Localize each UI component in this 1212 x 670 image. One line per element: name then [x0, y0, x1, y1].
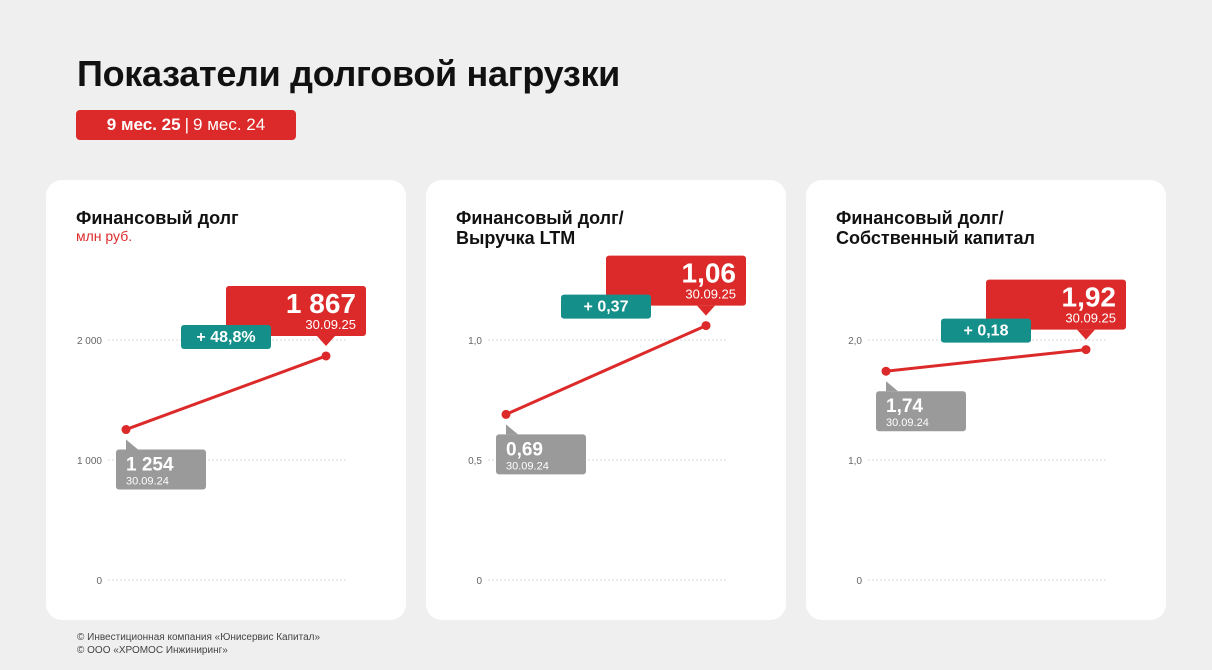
card-title-line: Финансовый долг [76, 208, 239, 228]
previous-date-label: 30.09.24 [886, 417, 929, 429]
period-separator: | [184, 115, 190, 134]
change-label: + 48,8% [196, 329, 255, 346]
current-value-label: 1,06 [682, 258, 737, 289]
series-line [504, 324, 708, 416]
card-title: Финансовый долг [76, 208, 239, 228]
data-point-previous [881, 366, 891, 376]
card-title: Финансовый долг/ Выручка LTM [456, 208, 624, 248]
y-tick-label: 0 [476, 576, 482, 587]
change-badge [561, 294, 651, 319]
y-tick-label: 1,0 [468, 336, 482, 347]
card-subtitle: млн руб. [76, 228, 133, 244]
current-value-callout [986, 279, 1126, 330]
series-line [884, 348, 1088, 373]
change-badge [181, 324, 271, 349]
callout-pointer [317, 335, 335, 346]
card-title-line: Финансовый долг/ [836, 208, 1004, 228]
footer-line: © Инвестиционная компания «Юнисервис Кап… [77, 632, 321, 643]
footer-line: © ООО «ХРОМОС Инжиниринг» [77, 644, 228, 656]
card-financial-debt: Финансовый долг млн руб. 0 1 000 2 000 1 25… [46, 180, 406, 620]
card-title-line: Выручка LTM [456, 228, 576, 248]
y-tick-label: 1,0 [848, 456, 862, 467]
period-previous: 9 мес. 24 [193, 115, 266, 134]
change-badge [941, 318, 1031, 343]
y-tick-label: 0,5 [468, 456, 482, 467]
series-line [124, 354, 328, 432]
current-value-label: 1 867 [286, 288, 356, 319]
period-badge: 9 мес. 25 | 9 мес. 24 [76, 110, 296, 140]
previous-value-label: 1 254 [126, 455, 174, 476]
current-value-callout [226, 285, 366, 336]
page-title: Показатели долговой нагрузки [77, 53, 621, 94]
y-tick-label: 1 000 [77, 456, 102, 467]
card-title: Финансовый долг/ Собственный капитал [836, 208, 1035, 248]
data-point-current [701, 321, 711, 331]
previous-date-label: 30.09.24 [126, 476, 169, 488]
current-date-label: 30.09.25 [1065, 311, 1116, 326]
previous-value-callout [496, 434, 586, 475]
data-point-current [321, 351, 331, 361]
previous-value-label: 0,69 [506, 439, 543, 460]
card-title-line: Собственный капитал [836, 228, 1035, 248]
y-tick-label: 2 000 [77, 336, 102, 347]
previous-value-callout [116, 449, 206, 490]
current-value-callout [606, 255, 746, 306]
callout-pointer [1077, 329, 1095, 340]
callout-pointer [506, 424, 518, 435]
card-title-line: Финансовый долг/ [456, 208, 624, 228]
change-label: + 0,37 [584, 299, 629, 316]
current-date-label: 30.09.25 [305, 317, 356, 332]
card-debt-to-revenue: Финансовый долг/ Выручка LTM 0 0,5 1,0 0,69… [426, 180, 786, 620]
previous-value-callout [876, 391, 966, 432]
callout-pointer [126, 439, 138, 450]
change-label: + 0,18 [964, 323, 1009, 340]
data-point-previous [121, 425, 131, 435]
y-tick-label: 0 [856, 576, 862, 587]
data-point-current [1081, 345, 1091, 355]
previous-date-label: 30.09.24 [506, 460, 549, 472]
period-current: 9 мес. 25 [106, 115, 181, 134]
data-point-previous [501, 409, 511, 419]
current-value-label: 1,92 [1062, 282, 1117, 313]
footer: © Инвестиционная компания «Юнисервис Кап… [77, 632, 320, 657]
card-debt-to-equity: Финансовый долг/ Собственный капитал 0 1,… [806, 180, 1166, 620]
callout-pointer [697, 305, 715, 316]
current-date-label: 30.09.25 [685, 287, 736, 302]
y-tick-label: 2,0 [848, 336, 862, 347]
previous-value-label: 1,74 [886, 396, 923, 417]
y-tick-label: 0 [96, 576, 102, 587]
callout-pointer [886, 381, 898, 392]
